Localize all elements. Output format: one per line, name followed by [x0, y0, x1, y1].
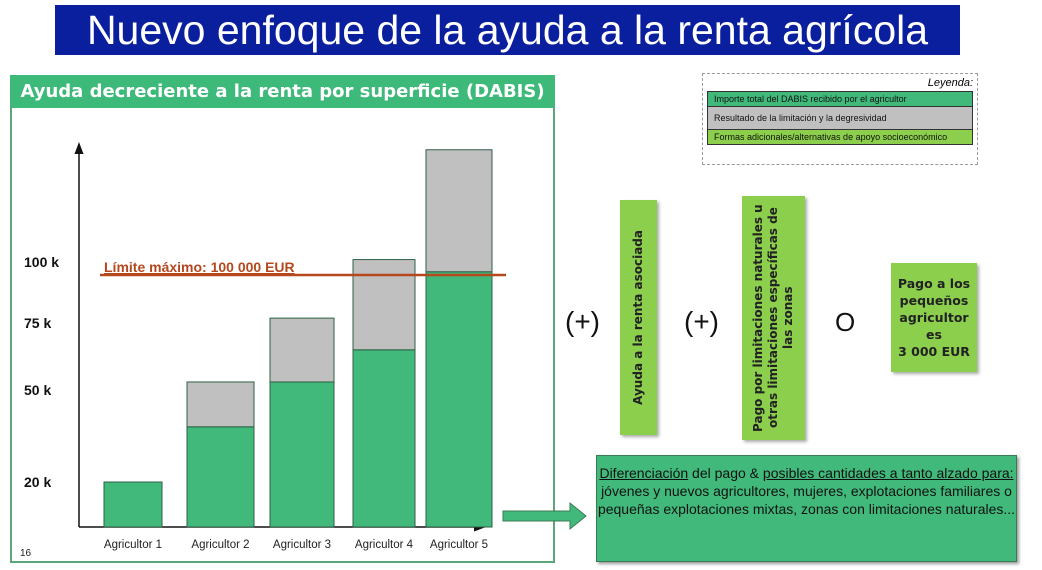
or-operator: O — [835, 307, 856, 337]
bar-reduction — [352, 259, 416, 351]
anc-payment-box: Pago por limitaciones naturales u otras … — [742, 196, 805, 440]
small-farmers-text: es — [926, 327, 942, 342]
limit-label: Límite máximo: 100 000 EUR — [104, 259, 295, 275]
slide-title: Nuevo enfoque de la ayuda a la renta agr… — [55, 5, 960, 55]
legend-item: Formas adicionales/alternativas de apoyo… — [707, 130, 973, 145]
plus-operator: (+) — [684, 306, 719, 337]
differentiation-text: del pago & — [688, 465, 763, 481]
differentiation-text: Diferenciación — [599, 465, 689, 481]
bar-dabis — [425, 271, 493, 528]
bar-reduction — [269, 317, 335, 383]
differentiation-box: Diferenciación del pago & posibles canti… — [596, 455, 1017, 562]
bar-dabis — [352, 349, 416, 528]
bar-reduction — [186, 381, 255, 428]
anc-payment-text: Pago por limitaciones naturales u otras … — [751, 204, 795, 432]
x-tick-label: Agricultor 4 — [355, 539, 414, 551]
differentiation-body: jóvenes y nuevos agricultores, mujeres, … — [597, 483, 1016, 517]
small-farmers-text: agricultor — [899, 310, 969, 325]
bar-dabis — [103, 481, 163, 528]
y-tick-label: 50 k — [24, 382, 51, 398]
y-tick-label: 100 k — [24, 254, 59, 270]
legend-item: Importe total del DABIS recibido por el … — [707, 91, 973, 107]
legend: Leyenda: Importe total del DABIS recibid… — [702, 73, 978, 165]
small-farmers-box: Pago a los pequeños agricultor es 3 000 … — [891, 263, 977, 372]
legend-title: Leyenda: — [927, 77, 973, 89]
small-farmers-text: Pago a los — [897, 276, 971, 291]
small-farmers-text: 3 000 EUR — [898, 344, 970, 359]
bar-reduction — [425, 149, 493, 273]
legend-item: Resultado de la limitación y la degresiv… — [707, 107, 973, 130]
arrow-icon — [502, 501, 587, 531]
page-number: 16 — [20, 548, 32, 559]
y-tick-label: 75 k — [24, 315, 51, 331]
y-tick-label: 20 k — [24, 474, 51, 490]
bar-dabis — [269, 381, 335, 528]
x-tick-label: Agricultor 2 — [191, 539, 249, 551]
small-farmers-text: pequeños — [899, 293, 969, 308]
coupled-support-text: Ayuda a la renta asociada — [631, 230, 645, 405]
coupled-support-box: Ayuda a la renta asociada — [620, 200, 657, 435]
differentiation-text: posibles cantidades a tanto alzado para: — [762, 465, 1014, 481]
plus-operator: (+) — [565, 306, 600, 337]
chart-panel — [10, 106, 555, 563]
x-tick-label: Agricultor 3 — [273, 539, 331, 551]
panel-header: Ayuda decreciente a la renta por superfi… — [10, 75, 555, 108]
x-tick-label: Agricultor 1 — [104, 539, 162, 551]
x-tick-label: Agricultor 5 — [430, 539, 488, 551]
bar-dabis — [186, 426, 255, 528]
